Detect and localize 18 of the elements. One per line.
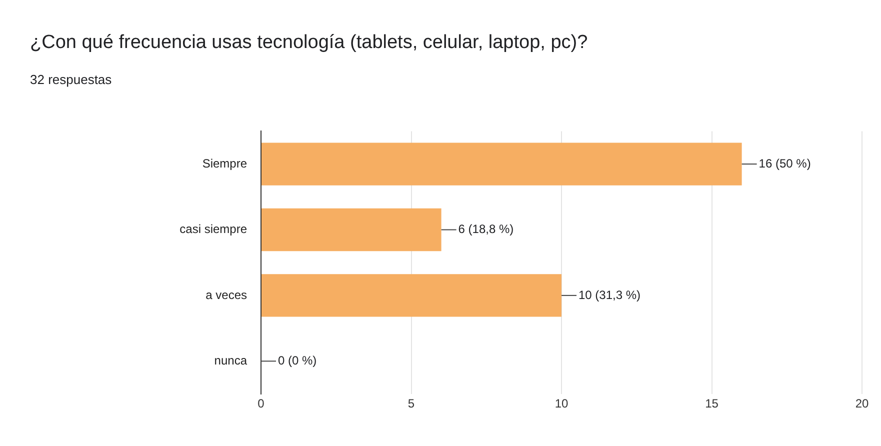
data-label: 10 (31,3 %) [578, 288, 641, 302]
y-tick-label: casi siempre [180, 222, 248, 236]
x-tick-label: 10 [554, 396, 568, 411]
bar [262, 142, 742, 186]
data-label: 6 (18,8 %) [458, 222, 514, 236]
y-tick-label: a veces [206, 288, 247, 302]
y-tick-label: Siempre [202, 156, 248, 170]
bar [262, 208, 442, 252]
bar [262, 274, 562, 317]
x-tick-label: 15 [705, 396, 719, 411]
data-label: 16 (50 %) [758, 156, 811, 170]
x-tick-label: 5 [408, 396, 415, 411]
x-tick-label: 20 [855, 396, 869, 411]
y-tick-label: nunca [214, 353, 248, 368]
text: 32 respuestas [30, 72, 112, 87]
chart-title: ¿Con qué frecuencia usas tecnología (tablets, celular, laptop, pc)? [30, 32, 588, 54]
x-tick-label: 0 [258, 396, 265, 411]
data-label: 0 (0 %) [278, 353, 317, 368]
